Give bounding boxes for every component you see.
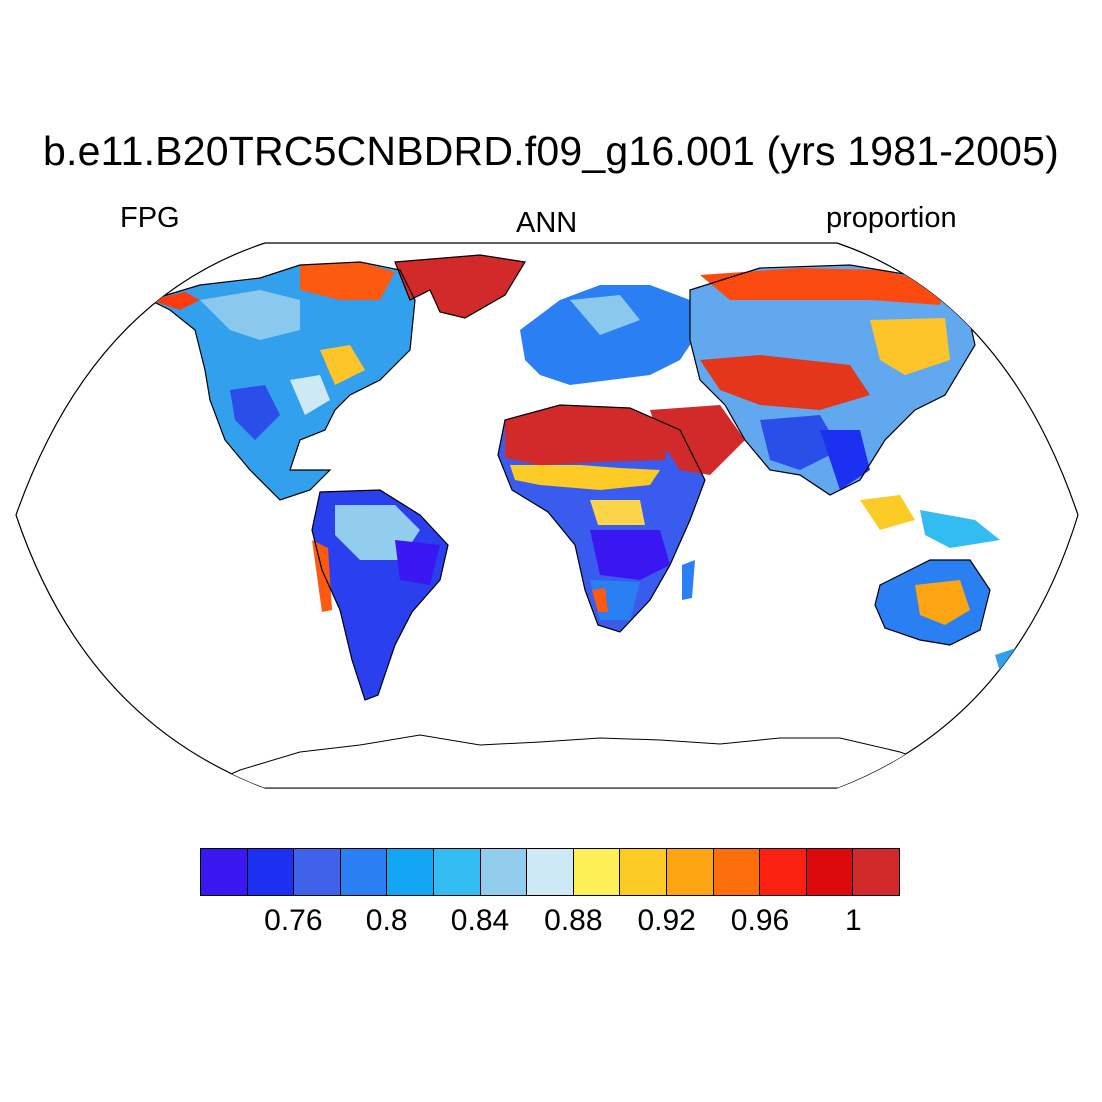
colorbar-cell — [620, 849, 667, 895]
colorbar-tick-label: 0.76 — [264, 904, 323, 937]
colorbar-tick-label: 0.88 — [544, 904, 603, 937]
colorbar-cell — [666, 849, 714, 895]
colorbar-tick-label: 0.84 — [450, 904, 510, 937]
colorbar-tick-label: 0.8 — [365, 904, 408, 937]
colorbar-cell — [340, 849, 388, 895]
north-america-region — [150, 262, 415, 500]
colorbar — [200, 848, 900, 896]
season-label: ANN — [516, 207, 578, 239]
colorbar-cell — [247, 849, 295, 895]
colorbar-cell — [853, 849, 899, 895]
colorbar-cell — [201, 849, 248, 895]
colorbar-cell — [806, 849, 854, 895]
greenland-region — [395, 255, 525, 318]
colorbar-tick-label: 0.96 — [730, 904, 790, 937]
plot-title: b.e11.B20TRC5CNBDRD.f09_g16.001 (yrs 198… — [43, 128, 1059, 174]
variable-label: FPG — [120, 202, 180, 234]
colorbar-cell — [387, 849, 434, 895]
colorbar-cell — [294, 849, 341, 895]
colorbar-cell — [527, 849, 574, 895]
colorbar-cell — [713, 849, 761, 895]
colorbar-labels: 0.76 0.8 0.84 0.88 0.92 0.96 1 — [200, 904, 900, 944]
units-label: proportion — [826, 202, 957, 234]
colorbar-cell — [480, 849, 528, 895]
colorbar-cell — [760, 849, 807, 895]
colorbar-cell — [433, 849, 481, 895]
colorbar-tick-label: 0.92 — [637, 904, 696, 937]
europe-region — [520, 285, 700, 385]
colorbar-cell — [573, 849, 621, 895]
colorbar-tick-label: 1 — [844, 904, 862, 937]
